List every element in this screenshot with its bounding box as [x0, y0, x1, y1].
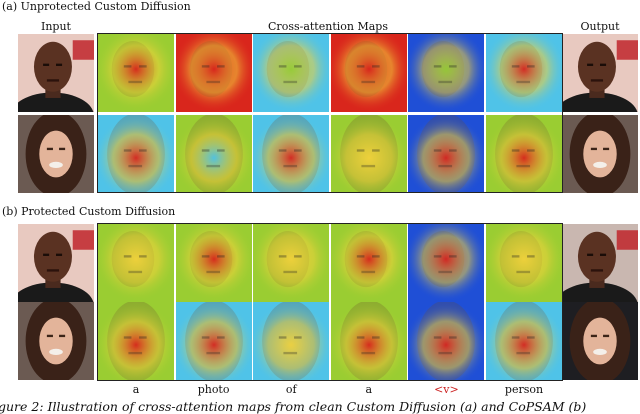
cross-attention-map: [486, 302, 562, 380]
section-b-label: (b) Protected Custom Diffusion: [2, 205, 176, 218]
cross-attention-map: [408, 302, 485, 380]
input-photo-woman: [18, 115, 94, 193]
output-photo-woman: [562, 115, 638, 193]
cross-attention-map: [253, 224, 330, 302]
token-label: a: [132, 383, 140, 396]
cross-attention-map: [486, 34, 562, 112]
cross-attention-map: [98, 115, 174, 193]
cross-attention-map: [98, 224, 174, 302]
cross-attention-map: [330, 224, 407, 302]
cross-attention-map: [330, 115, 407, 193]
cross-attention-map: [486, 115, 562, 193]
input-column-header: Input: [41, 20, 71, 33]
cross-attention-map: [98, 34, 174, 112]
token-label: person: [504, 383, 544, 396]
cross-attention-map: [175, 34, 252, 112]
input-photo-man: [18, 34, 94, 112]
cross-attention-map: [330, 34, 407, 112]
section-a-label: (a) Unprotected Custom Diffusion: [2, 0, 191, 13]
output-photo-man: [562, 34, 638, 112]
cross-attention-map: [175, 115, 252, 193]
cross-attention-map: [253, 115, 330, 193]
input-photo-man: [18, 224, 94, 302]
cross-attention-map: [330, 302, 407, 380]
maps-column-header: Cross-attention Maps: [268, 20, 388, 33]
input-photo-woman: [18, 302, 94, 380]
cross-attention-map: [253, 34, 330, 112]
token-label: a: [365, 383, 373, 396]
cross-attention-map: [175, 224, 252, 302]
output-photo-man: [562, 224, 638, 302]
cross-attention-map: [408, 34, 485, 112]
output-photo-woman: [562, 302, 638, 380]
output-column-header: Output: [580, 20, 620, 33]
token-label: photo: [197, 383, 230, 396]
cross-attention-map: [253, 302, 330, 380]
cross-attention-map: [408, 115, 485, 193]
cross-attention-map: [408, 224, 485, 302]
token-label: <v>: [434, 383, 459, 396]
cross-attention-map: [98, 302, 174, 380]
token-label: of: [285, 383, 297, 396]
cross-attention-map: [175, 302, 252, 380]
figure-caption: gure 2: Illustration of cross-attention …: [0, 399, 587, 414]
cross-attention-map: [486, 224, 562, 302]
